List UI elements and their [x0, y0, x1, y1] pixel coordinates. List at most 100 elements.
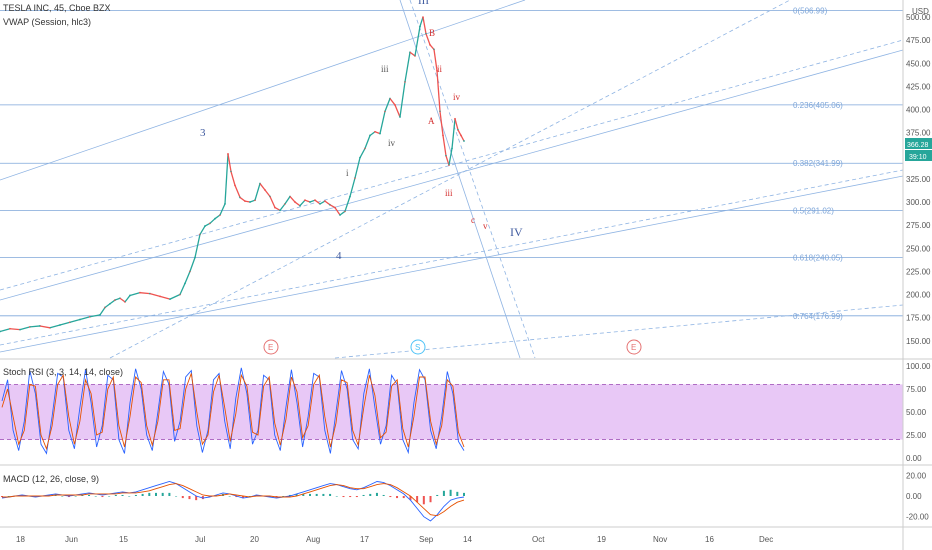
price-segment — [399, 81, 406, 118]
macd-histogram-bar — [148, 492, 151, 496]
macd-histogram-bar — [7, 496, 10, 497]
price-tick-label: 200.00 — [906, 291, 931, 300]
channel-line[interactable] — [399, 0, 521, 359]
macd-histogram-bar — [449, 489, 452, 496]
macd-histogram-bar — [275, 496, 278, 498]
price-point — [463, 140, 465, 142]
price-segment — [59, 321, 71, 326]
macd-histogram-bar — [268, 496, 271, 498]
price-segment — [184, 271, 191, 284]
fib-level-label: 0.382(341.99) — [793, 159, 843, 168]
channel-line[interactable] — [0, 49, 904, 301]
macd-histogram-bar — [61, 496, 64, 497]
macd-histogram-bar — [342, 496, 345, 498]
price-segment — [369, 131, 376, 136]
time-tick-label: Aug — [306, 535, 320, 544]
signal-line — [2, 483, 465, 517]
macd-histogram-bar — [242, 496, 245, 499]
fib-level-label: 0.618(240.05) — [793, 253, 843, 262]
price-segment — [89, 314, 101, 318]
rsi-tick-label: 50.00 — [906, 408, 927, 417]
macd-histogram-bar — [288, 494, 291, 496]
macd-histogram-bar — [215, 494, 218, 496]
price-segment — [179, 283, 186, 295]
wave-label-minor: iv — [453, 92, 461, 102]
price-segment — [359, 148, 366, 158]
price-segment — [79, 316, 91, 321]
macd-histogram-bar — [1, 496, 3, 498]
price-segment — [129, 292, 141, 297]
price-segment — [445, 155, 450, 166]
price-tick-label: 300.00 — [906, 198, 931, 207]
macd-histogram-bar — [168, 492, 171, 496]
channel-line[interactable] — [0, 169, 904, 346]
price-segment — [354, 157, 361, 179]
macd-histogram-bar — [134, 494, 137, 496]
rsi-band — [0, 384, 903, 440]
price-segment — [329, 204, 336, 209]
macd-histogram-bar — [34, 496, 37, 498]
price-segment — [448, 148, 453, 166]
price-segment — [204, 222, 211, 227]
macd-histogram-bar — [382, 494, 385, 496]
time-tick-label: Jun — [65, 535, 78, 544]
macd-histogram-bar — [349, 496, 352, 498]
price-tick-label: 225.00 — [906, 267, 931, 276]
macd-histogram-bar — [309, 493, 311, 496]
macd-histogram-bar — [74, 496, 77, 497]
wave-label-major: III — [418, 0, 429, 7]
time-tick-label: 20 — [250, 535, 259, 544]
price-segment — [294, 201, 301, 207]
price-segment — [9, 328, 21, 331]
price-segment — [384, 98, 391, 112]
wave-label-minor: iv — [388, 138, 396, 148]
price-segment — [389, 98, 396, 106]
price-segment — [409, 51, 416, 57]
price-tick-label: 475.00 — [906, 36, 931, 45]
price-tick-label: 450.00 — [906, 59, 931, 68]
price-segment — [219, 203, 226, 216]
last-price-text: 366.28 — [907, 142, 929, 149]
rsi-line-k — [1, 367, 465, 455]
price-pane[interactable]: 150.00 175.00 200.00 225.00 250.00 275.00 300.… — [0, 0, 931, 359]
macd-histogram-bar — [362, 494, 365, 496]
time-tick-label: Nov — [653, 535, 667, 544]
stoch-rsi-pane[interactable]: 0.00 25.00 50.00 75.00 100.00 — [0, 362, 931, 463]
event-marker-label: E — [268, 343, 273, 352]
event-marker[interactable] — [410, 339, 426, 355]
price-segment — [460, 135, 465, 142]
channel-line[interactable] — [0, 175, 904, 353]
price-segment — [379, 111, 386, 134]
macd-tick-label: 20.00 — [906, 471, 927, 480]
macd-histogram-bar — [329, 493, 332, 496]
time-axis[interactable]: 18 Jun 15 Jul 20 Aug 17 Sep 14 Oct 19 Nov 16 Dec — [16, 535, 773, 544]
price-segment — [457, 129, 462, 136]
countdown-badge — [905, 150, 932, 161]
event-marker[interactable] — [626, 339, 642, 355]
time-tick-label: 19 — [597, 535, 606, 544]
channel-line[interactable] — [0, 39, 904, 291]
channel-line[interactable] — [0, 0, 526, 181]
macd-histogram-bar — [255, 494, 258, 496]
channel-line[interactable] — [409, 0, 536, 359]
macd-histogram-bar — [67, 496, 70, 498]
event-marker[interactable] — [263, 339, 279, 355]
price-segment — [124, 295, 131, 303]
currency-label: USD — [912, 7, 929, 16]
last-price-badge — [905, 138, 932, 149]
macd-histogram-bar — [121, 494, 124, 496]
price-segment — [425, 33, 431, 46]
macd-histogram-bar — [302, 493, 305, 496]
macd-pane[interactable]: 20.00 0.00 -20.00 — [1, 471, 929, 522]
macd-tick-label: 0.00 — [906, 492, 922, 501]
event-marker-label: E — [631, 343, 636, 352]
price-segment — [269, 196, 276, 208]
macd-histogram-bar — [315, 493, 318, 496]
macd-histogram-bar — [201, 496, 204, 500]
channel-line[interactable] — [109, 0, 791, 359]
wave-label-minor: ii — [437, 64, 443, 74]
price-tick-label: 500.00 — [906, 13, 931, 22]
price-segment — [230, 171, 236, 186]
